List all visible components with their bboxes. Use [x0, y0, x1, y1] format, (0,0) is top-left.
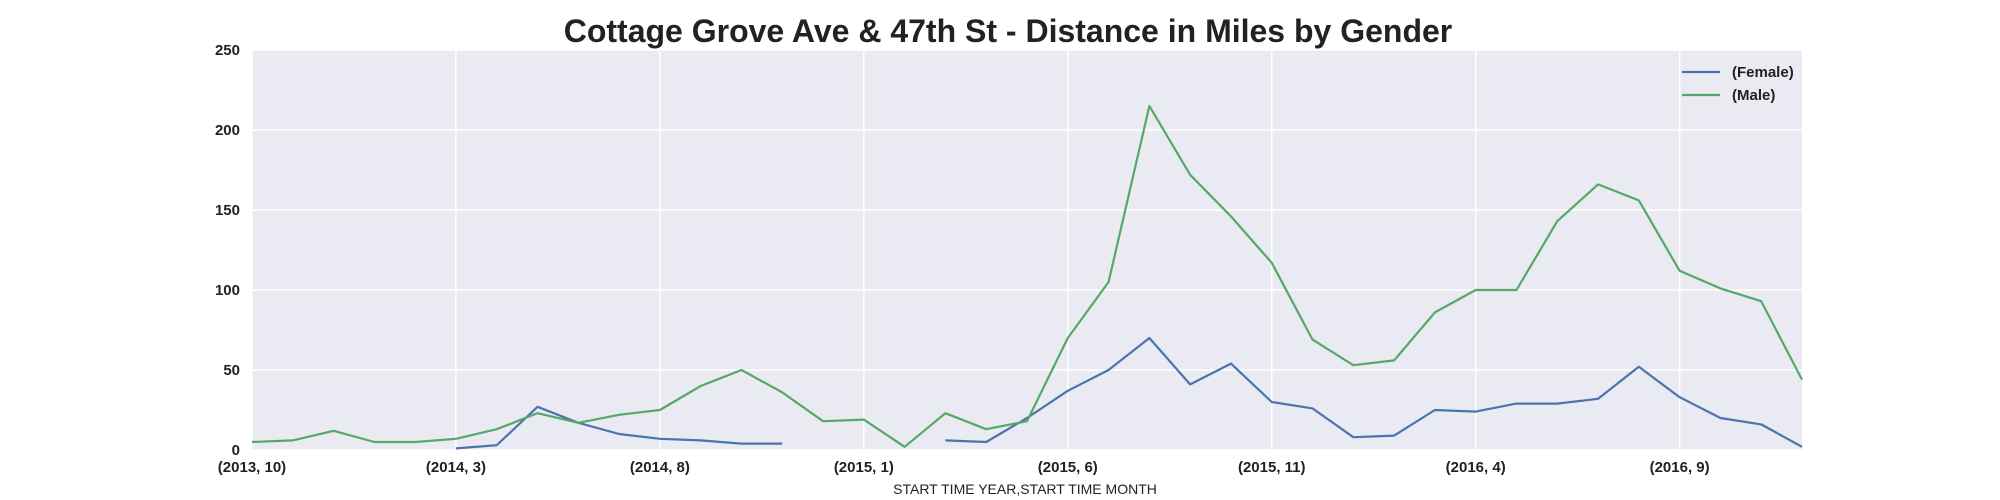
- chart-title: Cottage Grove Ave & 47th St - Distance i…: [564, 13, 1453, 49]
- legend-label-female: (Female): [1732, 64, 1794, 81]
- plot-area: [252, 50, 1802, 450]
- x-tick-label: (2015, 1): [834, 459, 894, 476]
- x-tick-label: (2013, 10): [218, 459, 286, 476]
- legend: (Female) (Male): [1682, 64, 1794, 104]
- series-layer: [251, 104, 1803, 450]
- y-tick-label: 0: [232, 442, 240, 459]
- x-axis-label: START TIME YEAR,START TIME MONTH: [893, 481, 1157, 497]
- x-tick-label: (2016, 4): [1446, 459, 1506, 476]
- legend-label-male: (Male): [1732, 87, 1775, 104]
- y-tick-label: 250: [215, 42, 240, 59]
- y-tick-labels: 0 50 100 150 200 250: [215, 42, 240, 459]
- y-tick-label: 200: [215, 122, 240, 139]
- x-tick-label: (2014, 3): [426, 459, 486, 476]
- x-tick-label: (2014, 8): [630, 459, 690, 476]
- series-line-female: [455, 336, 1803, 450]
- x-tick-label: (2015, 6): [1038, 459, 1098, 476]
- y-tick-label: 150: [215, 202, 240, 219]
- x-tick-labels: (2013, 10) (2014, 3) (2014, 8) (2015, 1) (20…: [218, 459, 1710, 476]
- y-tick-label: 50: [223, 362, 240, 379]
- grid-layer: [251, 49, 1802, 451]
- y-tick-label: 100: [215, 282, 240, 299]
- x-tick-label: (2016, 9): [1650, 459, 1710, 476]
- x-tick-label: (2015, 11): [1238, 459, 1306, 476]
- series-line-male: [251, 104, 1803, 448]
